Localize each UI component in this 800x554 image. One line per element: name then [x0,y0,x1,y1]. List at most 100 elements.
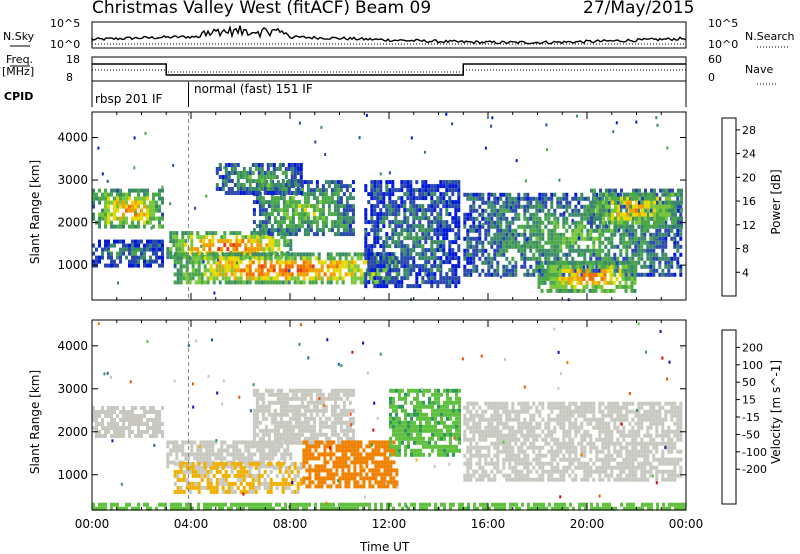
power-cell [573,284,577,289]
power-cell [146,259,149,264]
power-cell [550,232,554,237]
power-cell [517,232,521,237]
power-cell [442,224,446,229]
power-cell [626,220,629,225]
velocity-cell [335,448,339,453]
power-cell [391,236,395,241]
power-scatter-cell [451,122,454,126]
power-cell [478,224,482,229]
power-cell [502,248,506,253]
power-cell [643,228,647,233]
velocity-cell [155,430,158,434]
power-cell [523,204,527,209]
power-cell [367,268,371,273]
velocity-cell [330,428,334,433]
velocity-cell [232,440,236,445]
power-cell [202,247,206,252]
velocity-cell [342,404,346,409]
power-cell [218,175,222,179]
power-cell [241,251,245,256]
power-cell [158,263,161,268]
power-cell [394,220,398,225]
power-cell [173,280,177,285]
power-cell [659,212,662,217]
power-cell [565,244,569,249]
power-cell [481,248,485,253]
power-cell [445,228,449,233]
power-cell [394,232,398,237]
velocity-cell [270,428,274,433]
power-cell [227,276,231,281]
power-cell [341,260,345,265]
power-cell [224,260,228,265]
power-cell [230,260,234,265]
velocity-cell [197,461,201,466]
power-cell [565,196,569,201]
power-cell [254,252,258,257]
power-scatter-cell [136,249,139,252]
power-cell [266,163,270,167]
power-cell [496,244,500,249]
power-cell [555,260,559,265]
velocity-cell [208,444,212,449]
power-cell [235,247,239,252]
velocity-cell [258,436,262,441]
power-cell [318,192,322,197]
power-cell [499,220,503,225]
power-cell [379,236,383,241]
power-cell [98,200,101,205]
power-cell [119,247,122,252]
power-cell [152,251,155,256]
power-cell [379,264,383,269]
power-cell [269,280,273,285]
power-cell [288,228,292,233]
power-cell [284,280,288,285]
power-cell [110,243,113,248]
velocity-cell [179,469,183,474]
power-cell [400,244,404,249]
power-cell [134,200,137,205]
velocity-cell [327,416,331,421]
power-cell [677,192,680,197]
power-cell [433,216,437,221]
power-cell [245,280,249,285]
velocity-cell [265,444,269,449]
velocity-cell [155,422,158,426]
velocity-cell [315,396,319,401]
power-cell [529,204,533,209]
power-cell [445,252,449,257]
power-cell [336,204,340,209]
velocity-cell [172,440,176,445]
power-cell [583,208,587,213]
power-cell [430,240,434,245]
velocity-cell [143,422,146,426]
velocity-cell [267,404,271,409]
velocity-cell [386,440,390,445]
velocity-cell [291,436,295,441]
power-cell [385,244,389,249]
velocity-cell [389,472,393,477]
power-cell [582,288,586,293]
power-cell [251,276,255,281]
power-cell [463,212,467,217]
power-cell [373,196,377,201]
velocity-cell [255,404,259,409]
power-cell [119,192,122,197]
power-cell [364,244,368,249]
power-cell [637,244,641,249]
power-cell [291,220,295,225]
power-cell [376,232,380,237]
velocity-cell [278,465,282,470]
power-cell [235,239,239,244]
power-cell [342,184,346,189]
power-cell [382,280,386,285]
power-cell [661,272,665,277]
power-cell [641,224,644,229]
power-cell [394,244,398,249]
power-cell [529,272,533,277]
power-cell [290,276,294,281]
velocity-cell [233,473,237,478]
power-cell [647,224,650,229]
power-cell [412,244,416,249]
power-cell [104,208,107,213]
